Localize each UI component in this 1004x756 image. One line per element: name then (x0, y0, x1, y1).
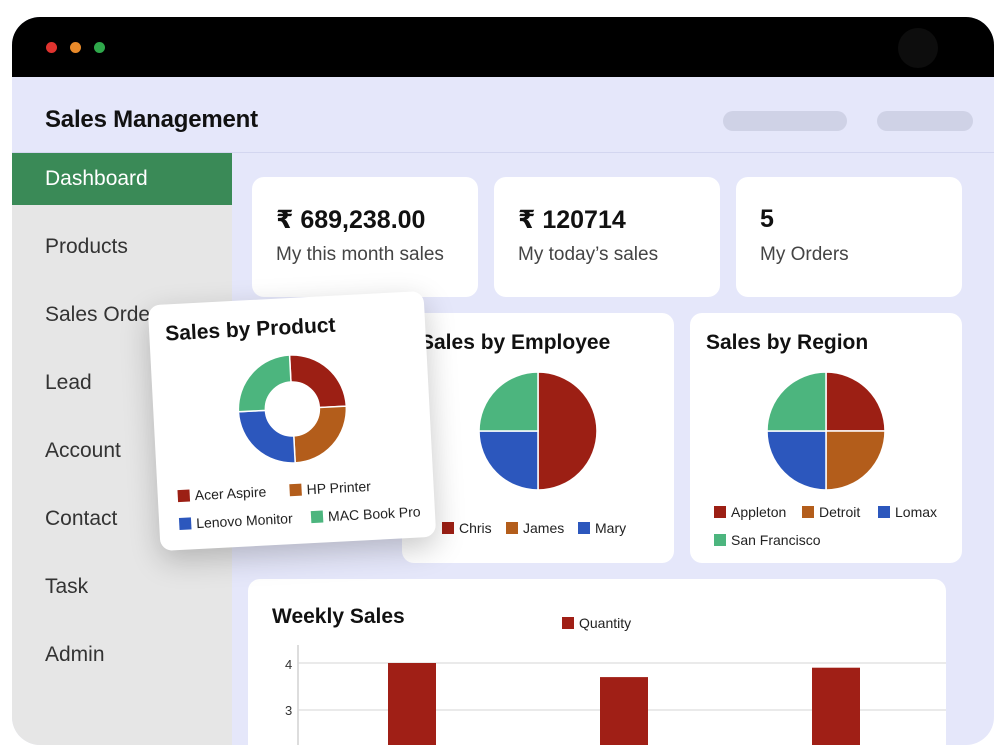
pie-slice-appleton[interactable] (825, 371, 886, 432)
legend-swatch (562, 617, 574, 629)
legend-item-appleton: Appleton (714, 504, 786, 520)
legend-label: Chris (459, 520, 492, 536)
product-donut-chart (236, 352, 349, 466)
legend-swatch (714, 506, 726, 518)
app-header: Sales Management (12, 77, 994, 153)
stat-value: ₹ 689,238.00 (276, 206, 426, 234)
sidebar-item-sales-orders[interactable]: Sales Orde (45, 303, 151, 326)
sidebar-item-task[interactable]: Task (45, 575, 89, 598)
legend-item-james: James (506, 520, 564, 536)
legend-swatch (310, 510, 324, 524)
y-tick-label: 4 (285, 657, 293, 672)
stat-value: 5 (760, 205, 774, 233)
employee-pie-chart (478, 371, 598, 491)
stat-card-today-sales[interactable]: ₹ 120714 My today’s sales (494, 177, 720, 297)
close-window-button[interactable] (46, 42, 57, 53)
stat-label: My Orders (760, 244, 849, 265)
y-tick-label: 3 (285, 703, 293, 718)
legend-swatch (578, 522, 590, 534)
weekly-sales-card[interactable]: Weekly Sales Quantity 4 3 (248, 579, 946, 745)
legend-label: Lenovo Monitor (195, 510, 294, 532)
pie-slice-mac-book-pro[interactable] (236, 354, 293, 413)
minimize-window-button[interactable] (70, 42, 81, 53)
legend-label: San Francisco (731, 532, 821, 548)
legend-label: Acer Aspire (194, 483, 267, 504)
weekly-sales-bar-chart (297, 645, 946, 745)
sidebar-item-dashboard[interactable]: Dashboard (12, 153, 232, 205)
pie-slice-chris[interactable] (537, 371, 598, 491)
legend-item-detroit: Detroit (802, 504, 860, 520)
legend-item-lomax: Lomax (878, 504, 937, 520)
maximize-window-button[interactable] (94, 42, 105, 53)
chart-title: Sales by Product (164, 313, 337, 346)
sidebar-item-account[interactable]: Account (45, 439, 121, 462)
stat-card-month-sales[interactable]: ₹ 689,238.00 My this month sales (252, 177, 478, 297)
pie-slice-hp-printer[interactable] (292, 405, 349, 464)
legend-swatch (442, 522, 454, 534)
legend-label: Quantity (579, 615, 632, 631)
stat-label: My today’s sales (518, 244, 659, 265)
legend-item-mac-book-pro: MAC Book Pro (310, 503, 421, 525)
sidebar: Dashboard Products Sales Orde Lead Accou… (12, 153, 232, 745)
legend-label: James (523, 520, 565, 536)
bar-1[interactable] (388, 663, 436, 745)
legend-label: Detroit (819, 504, 861, 520)
stat-card-orders[interactable]: 5 My Orders (736, 177, 962, 297)
legend-item-quantity: Quantity (562, 615, 631, 631)
pie-slice-mary-green[interactable] (478, 371, 539, 432)
sidebar-item-contact[interactable]: Contact (45, 507, 118, 530)
window-titlebar (12, 17, 994, 77)
sidebar-item-lead[interactable]: Lead (45, 371, 92, 394)
legend-item-acer-aspire: Acer Aspire (177, 483, 267, 504)
pie-slice-lomax[interactable] (766, 430, 827, 491)
legend-swatch (878, 506, 890, 518)
legend-swatch (802, 506, 814, 518)
page-title: Sales Management (45, 106, 258, 133)
bar-3[interactable] (812, 667, 860, 745)
legend-label: HP Printer (306, 477, 372, 498)
legend-swatch (177, 489, 191, 503)
pie-slice-lenovo-monitor[interactable] (237, 409, 296, 466)
pie-slice-san-francisco[interactable] (766, 371, 827, 432)
legend-label: MAC Book Pro (327, 503, 421, 525)
legend-label: Appleton (731, 504, 787, 520)
legend-item-mary: Mary (578, 520, 626, 536)
legend-swatch (506, 522, 518, 534)
legend-item-chris: Chris (442, 520, 492, 536)
legend-swatch (178, 517, 192, 531)
legend-swatch (714, 534, 726, 546)
region-pie-chart (766, 371, 886, 491)
chart-title: Weekly Sales (272, 605, 405, 628)
stat-label: My this month sales (276, 244, 444, 265)
chart-title: Sales by Region (706, 331, 869, 354)
stat-value: ₹ 120714 (518, 206, 626, 234)
legend-item-san-francisco: San Francisco (714, 532, 820, 548)
pie-slice-detroit[interactable] (825, 430, 886, 491)
product-chart-card[interactable]: Sales by Product Acer Aspire HP Printer … (147, 290, 437, 552)
sidebar-item-admin[interactable]: Admin (45, 643, 105, 666)
legend-label: Mary (595, 520, 627, 536)
chart-title: Sales by Employee (420, 331, 611, 354)
app-window: Sales Management Dashboard Products Sale… (12, 17, 994, 745)
sidebar-item-products[interactable]: Products (45, 235, 128, 258)
pie-slice-mary-blue[interactable] (478, 430, 539, 491)
legend-label: Lomax (895, 504, 938, 520)
header-placeholder-button[interactable] (877, 111, 973, 131)
legend-item-lenovo-monitor: Lenovo Monitor (178, 510, 294, 532)
pie-slice-acer-aspire[interactable] (288, 352, 348, 409)
region-chart-card[interactable]: Sales by Region Appleton Detroit Lomax S… (690, 313, 962, 563)
employee-chart-card[interactable]: Sales by Employee Chris James Mary (402, 313, 674, 563)
camera-icon (898, 28, 938, 68)
legend-swatch (289, 483, 302, 497)
legend-item-hp-printer: HP Printer (289, 478, 371, 498)
header-placeholder-button[interactable] (723, 111, 847, 131)
bar-2[interactable] (600, 677, 648, 745)
